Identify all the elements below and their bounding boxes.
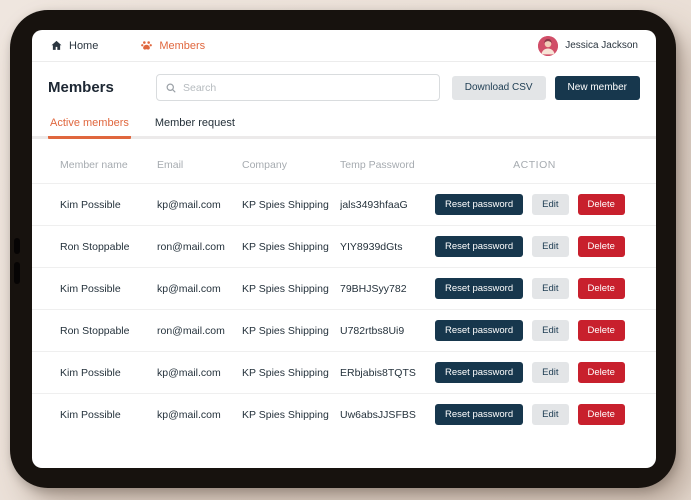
- table-header-row: Member name Email Company Temp Password …: [32, 147, 656, 183]
- table-row: Kim Possible kp@mail.com KP Spies Shippi…: [32, 393, 656, 435]
- member-company: KP Spies Shipping: [242, 408, 329, 421]
- app-screen: Home Members: [32, 30, 656, 468]
- table-row: Kim Possible kp@mail.com KP Spies Shippi…: [32, 267, 656, 309]
- member-name: Kim Possible: [60, 198, 121, 211]
- member-email: ron@mail.com: [157, 240, 225, 253]
- member-name: Kim Possible: [60, 282, 121, 295]
- user-avatar: [538, 35, 559, 56]
- download-csv-button[interactable]: Download CSV: [451, 75, 546, 100]
- delete-button[interactable]: Delete: [577, 236, 625, 257]
- nav-user-area[interactable]: Jessica Jackson: [538, 35, 638, 56]
- member-name: Kim Possible: [60, 366, 121, 379]
- nav-members-label: Members: [159, 39, 206, 52]
- search-box[interactable]: [156, 74, 440, 101]
- member-temp-password: 79BHJSyy782: [340, 282, 407, 295]
- member-company: KP Spies Shipping: [242, 198, 329, 211]
- table-row: Ron Stoppable ron@mail.com KP Spies Ship…: [32, 309, 656, 351]
- member-company: KP Spies Shipping: [242, 324, 329, 337]
- member-name: Ron Stoppable: [60, 240, 130, 253]
- reset-password-button[interactable]: Reset password: [435, 194, 524, 215]
- row-actions: Reset password Edit Delete: [435, 404, 640, 425]
- reset-password-button[interactable]: Reset password: [435, 362, 524, 383]
- home-icon: [51, 40, 62, 50]
- member-temp-password: ERbjabis8TQTS: [340, 366, 416, 379]
- delete-button[interactable]: Delete: [577, 404, 625, 425]
- member-email: kp@mail.com: [157, 366, 221, 379]
- member-temp-password: YIY8939dGts: [340, 240, 403, 253]
- header-buttons: Download CSV New member: [451, 75, 640, 100]
- col-company: Company: [242, 159, 287, 171]
- table-row: Kim Possible kp@mail.com KP Spies Shippi…: [32, 183, 656, 225]
- delete-button[interactable]: Delete: [577, 320, 625, 341]
- nav-item-members[interactable]: Members: [140, 39, 205, 52]
- nav-home-label: Home: [69, 39, 99, 52]
- tab-member-request[interactable]: Member request: [154, 117, 235, 129]
- tablet-frame: Home Members: [10, 10, 676, 488]
- member-name: Kim Possible: [60, 408, 121, 421]
- new-member-button[interactable]: New member: [554, 75, 640, 100]
- edit-button[interactable]: Edit: [532, 404, 569, 425]
- nav-item-home[interactable]: Home: [50, 39, 98, 52]
- member-temp-password: Uw6absJJSFBS: [340, 408, 416, 421]
- row-actions: Reset password Edit Delete: [435, 236, 640, 257]
- edit-button[interactable]: Edit: [532, 362, 569, 383]
- member-company: KP Spies Shipping: [242, 366, 329, 379]
- delete-button[interactable]: Delete: [577, 362, 625, 383]
- col-temp-password: Temp Password: [340, 159, 415, 171]
- member-company: KP Spies Shipping: [242, 282, 329, 295]
- top-navbar: Home Members: [32, 30, 656, 62]
- row-actions: Reset password Edit Delete: [435, 194, 640, 215]
- member-temp-password: U782rtbs8Ui9: [340, 324, 405, 337]
- page-title: Members: [48, 79, 114, 96]
- table-row: Ron Stoppable ron@mail.com KP Spies Ship…: [32, 225, 656, 267]
- row-actions: Reset password Edit Delete: [435, 362, 640, 383]
- tablet-side-button: [14, 262, 20, 284]
- paw-icon: [141, 41, 153, 50]
- row-actions: Reset password Edit Delete: [435, 278, 640, 299]
- tab-active-members[interactable]: Active members: [48, 111, 131, 139]
- search-input[interactable]: [183, 81, 431, 94]
- edit-button[interactable]: Edit: [532, 278, 569, 299]
- row-actions: Reset password Edit Delete: [435, 320, 640, 341]
- member-email: kp@mail.com: [157, 198, 221, 211]
- edit-button[interactable]: Edit: [532, 320, 569, 341]
- table-row: Kim Possible kp@mail.com KP Spies Shippi…: [32, 351, 656, 393]
- col-member-name: Member name: [60, 159, 128, 171]
- member-name: Ron Stoppable: [60, 324, 130, 337]
- member-email: ron@mail.com: [157, 324, 225, 337]
- delete-button[interactable]: Delete: [577, 278, 625, 299]
- member-temp-password: jals3493hfaaG: [340, 198, 408, 211]
- tab-bar: Active members Member request: [32, 111, 656, 139]
- reset-password-button[interactable]: Reset password: [435, 320, 524, 341]
- reset-password-button[interactable]: Reset password: [435, 236, 524, 257]
- member-email: kp@mail.com: [157, 282, 221, 295]
- col-action: ACTION: [513, 159, 556, 171]
- member-company: KP Spies Shipping: [242, 240, 329, 253]
- col-email: Email: [157, 159, 184, 171]
- reset-password-button[interactable]: Reset password: [435, 404, 524, 425]
- edit-button[interactable]: Edit: [532, 194, 569, 215]
- search-icon: [166, 83, 176, 93]
- reset-password-button[interactable]: Reset password: [435, 278, 524, 299]
- delete-button[interactable]: Delete: [577, 194, 625, 215]
- edit-button[interactable]: Edit: [532, 236, 569, 257]
- tablet-side-button: [14, 238, 20, 254]
- page-header: Members Download CSV New member: [32, 62, 656, 111]
- members-table: Member name Email Company Temp Password …: [32, 147, 656, 435]
- member-email: kp@mail.com: [157, 408, 221, 421]
- user-name-label: Jessica Jackson: [565, 40, 638, 51]
